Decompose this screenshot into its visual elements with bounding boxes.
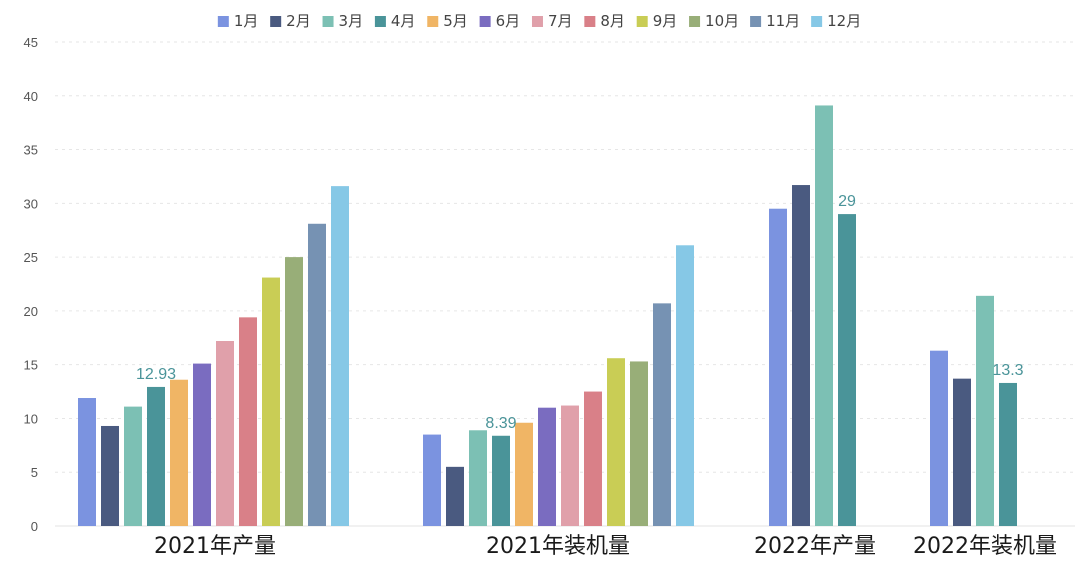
legend-item[interactable]: 12月 [811,12,861,30]
legend-item[interactable]: 6月 [479,12,521,30]
legend-swatch [374,16,386,27]
legend-item[interactable]: 9月 [636,12,678,30]
bar[interactable] [769,208,787,526]
bar[interactable] [78,398,96,526]
y-tick-label: 15 [24,358,38,373]
bar[interactable] [170,379,188,526]
bar[interactable] [492,435,510,526]
bar[interactable] [124,406,142,526]
bar[interactable] [953,378,971,526]
legend-label: 8月 [600,12,625,30]
bar[interactable] [423,434,441,526]
x-axis: 2021年产量 2021年装机量 2022年产量 2022年装机量 [154,534,1057,559]
y-tick-label: 35 [24,143,38,158]
legend-label: 12月 [827,12,861,30]
y-tick-label: 30 [24,196,38,211]
legend-swatch [689,16,701,27]
legend-label: 1月 [234,12,259,30]
data-label: 8.39 [485,415,516,432]
legend-swatch [750,16,762,27]
legend-swatch [584,16,596,27]
y-tick-label: 5 [31,465,38,480]
data-label-layer: 12.93 8.39 29 13.3 [136,193,1024,432]
y-tick-label: 10 [24,411,38,426]
bar[interactable] [216,341,234,526]
bar[interactable] [331,186,349,526]
legend-swatch [427,16,439,27]
legend-label: 3月 [339,12,364,30]
legend-label: 10月 [705,12,739,30]
legend-label: 2月 [286,12,311,30]
data-label: 13.3 [992,362,1023,379]
bar[interactable] [308,223,326,526]
legend-item[interactable]: 2月 [270,12,311,30]
bar[interactable] [193,363,211,526]
legend-label: 4月 [391,12,416,30]
legend-swatch [322,16,334,27]
bar[interactable] [101,425,119,526]
bar[interactable] [838,214,856,527]
bar[interactable] [815,105,833,527]
legend-swatch [270,16,282,27]
legend-item[interactable]: 5月 [427,12,468,30]
y-axis: 0 5 10 15 20 25 30 35 40 45 [24,35,38,534]
y-tick-label: 40 [24,89,38,104]
y-tick-label: 45 [24,35,38,50]
bar[interactable] [538,407,556,526]
bar[interactable] [239,317,257,526]
bar[interactable] [930,350,948,526]
legend-label: 11月 [766,12,800,30]
legend-item[interactable]: 4月 [374,12,416,30]
legend-item[interactable]: 11月 [750,12,800,30]
legend-item[interactable]: 8月 [584,12,625,30]
bar[interactable] [147,386,165,526]
legend-swatch [479,16,491,27]
bar[interactable] [607,358,625,526]
bar[interactable] [999,382,1017,526]
x-category-label: 2021年产量 [154,534,276,559]
bar[interactable] [515,422,533,526]
bar[interactable] [469,430,487,526]
legend-item[interactable]: 3月 [322,12,364,30]
data-label: 12.93 [136,366,176,383]
legend-swatch [636,16,648,27]
bar-layer [78,105,1017,527]
bar[interactable] [561,405,579,526]
legend-item[interactable]: 7月 [531,12,573,30]
legend[interactable]: 1月 2月 3月 4月 5月 6月 7月 8月 9月 10月 11月 12月 [217,12,861,30]
x-category-label: 2022年产量 [754,534,876,559]
y-tick-label: 20 [24,304,38,319]
bar[interactable] [446,466,464,526]
legend-item[interactable]: 10月 [689,12,739,30]
bar[interactable] [653,303,671,526]
bar[interactable] [262,277,280,526]
legend-item[interactable]: 1月 [217,12,259,30]
y-tick-label: 0 [31,519,38,534]
legend-label: 6月 [496,12,521,30]
bar[interactable] [976,295,994,526]
legend-swatch [217,16,229,27]
legend-swatch [531,16,543,27]
data-label: 29 [838,193,856,210]
legend-swatch [811,16,823,27]
x-category-label: 2022年装机量 [913,534,1057,559]
legend-label: 7月 [548,12,573,30]
legend-label: 5月 [443,12,468,30]
y-tick-label: 25 [24,250,38,265]
bar[interactable] [676,245,694,526]
x-category-label: 2021年装机量 [486,534,630,559]
bar[interactable] [285,257,303,526]
bar[interactable] [792,185,810,526]
bar[interactable] [630,361,648,526]
legend-label: 9月 [653,12,678,30]
bar[interactable] [584,391,602,526]
